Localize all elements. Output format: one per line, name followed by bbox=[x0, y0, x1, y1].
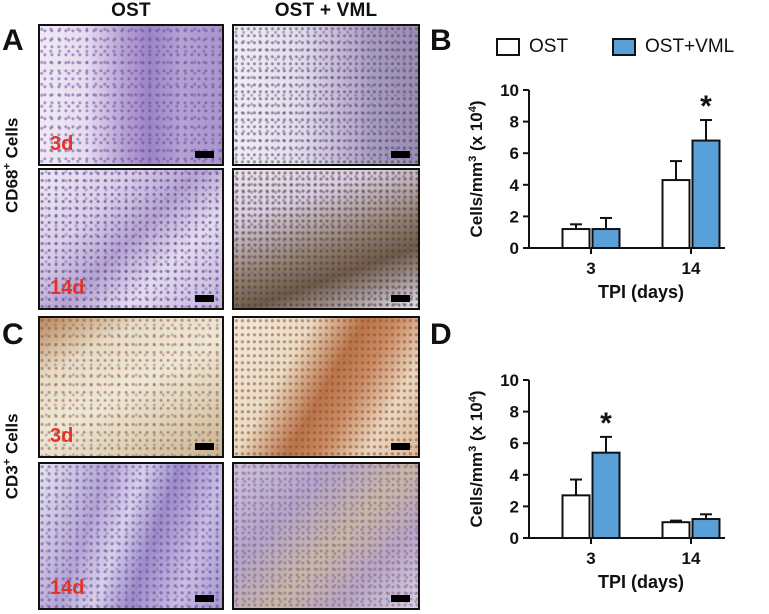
micrograph-cd68-ost-vml-14d bbox=[232, 168, 420, 310]
row-label-cd68: CD68+ Cells bbox=[1, 117, 22, 213]
panel-letter-c: C bbox=[2, 318, 24, 351]
chart-d: 0 2 4 6 8 10 Cells/mm3 (x 104) * 3 14 TPI (days) bbox=[467, 371, 725, 592]
scale-bar bbox=[195, 595, 214, 602]
x-tick-label: 14 bbox=[682, 259, 701, 278]
timepoint-label: 14d bbox=[50, 577, 85, 599]
timepoint-label: 3d bbox=[50, 133, 74, 155]
micrograph-cd3-ost-14d: 14d bbox=[38, 462, 224, 610]
legend-swatch-ost-vml bbox=[612, 38, 636, 56]
scale-bar bbox=[391, 295, 410, 302]
legend-item-ost-vml: OST+VML bbox=[612, 36, 734, 58]
bar-ost-14 bbox=[661, 521, 691, 539]
panel-letter-d: D bbox=[430, 318, 452, 351]
panel-letter-a: A bbox=[2, 24, 24, 57]
x-axis-label: TPI (days) bbox=[598, 572, 684, 592]
scale-bar bbox=[195, 151, 214, 158]
x-tick-label: 14 bbox=[682, 549, 701, 568]
y-tick-label: 10 bbox=[500, 371, 519, 390]
legend-swatch-ost bbox=[496, 38, 520, 56]
y-tick-label: 8 bbox=[510, 403, 519, 422]
bar-ost-vml-14 bbox=[691, 518, 721, 539]
y-axis-label: Cells/mm3 (x 104) bbox=[467, 391, 486, 528]
timepoint-label: 3d bbox=[50, 425, 74, 447]
y-tick-label: 2 bbox=[510, 497, 519, 516]
chart-b: 0 2 4 6 8 10 Cells/mm3 (x 104) 3 * 14 TPI (days) bbox=[467, 81, 725, 302]
scale-bar bbox=[195, 443, 214, 450]
micrograph-cd68-ost-vml-3d bbox=[232, 24, 420, 166]
micrograph-cd3-ost-3d: 3d bbox=[38, 316, 224, 458]
scale-bar bbox=[391, 443, 410, 450]
legend-label-ost: OST bbox=[529, 36, 569, 57]
significance-marker: * bbox=[700, 90, 712, 123]
bar-ost-vml-3 bbox=[591, 451, 621, 539]
x-tick-label: 3 bbox=[586, 259, 595, 278]
micrograph-cd3-ost-vml-3d bbox=[232, 316, 420, 458]
y-tick-label: 0 bbox=[510, 529, 519, 548]
y-tick-label: 10 bbox=[500, 81, 519, 100]
y-tick-label: 4 bbox=[510, 176, 520, 195]
timepoint-label: 14d bbox=[50, 277, 85, 299]
bar-ost-3 bbox=[561, 494, 591, 539]
micrograph-cd68-ost-14d: 14d bbox=[38, 168, 224, 310]
legend-label-ost-vml: OST+VML bbox=[645, 36, 735, 57]
x-axis-label: TPI (days) bbox=[598, 282, 684, 302]
micrograph-cd68-ost-3d: 3d bbox=[38, 24, 224, 166]
scale-bar bbox=[195, 295, 214, 302]
column-header-ost-vml: OST + VML bbox=[274, 0, 378, 21]
y-tick-label: 8 bbox=[510, 113, 519, 132]
panel-letter-b: B bbox=[430, 24, 452, 57]
y-tick-label: 6 bbox=[510, 144, 519, 163]
row-label-cd3: CD3+ Cells bbox=[1, 413, 22, 500]
column-header-ost: OST bbox=[111, 0, 151, 21]
y-tick-label: 4 bbox=[510, 466, 520, 485]
significance-marker: * bbox=[600, 407, 612, 440]
x-tick-label: 3 bbox=[586, 549, 595, 568]
bar-ost-3 bbox=[561, 228, 591, 249]
y-axis-label: Cells/mm3 (x 104) bbox=[467, 101, 486, 238]
bar-ost-vml-14 bbox=[691, 139, 721, 249]
y-tick-label: 2 bbox=[510, 207, 519, 226]
bar-ost-vml-3 bbox=[591, 228, 621, 249]
bar-ost-14 bbox=[661, 179, 691, 249]
scale-bar bbox=[391, 595, 410, 602]
scale-bar bbox=[391, 151, 410, 158]
y-tick-label: 0 bbox=[510, 239, 519, 258]
y-tick-label: 6 bbox=[510, 434, 519, 453]
micrograph-cd3-ost-vml-14d bbox=[232, 462, 420, 610]
legend-item-ost: OST bbox=[496, 36, 568, 58]
